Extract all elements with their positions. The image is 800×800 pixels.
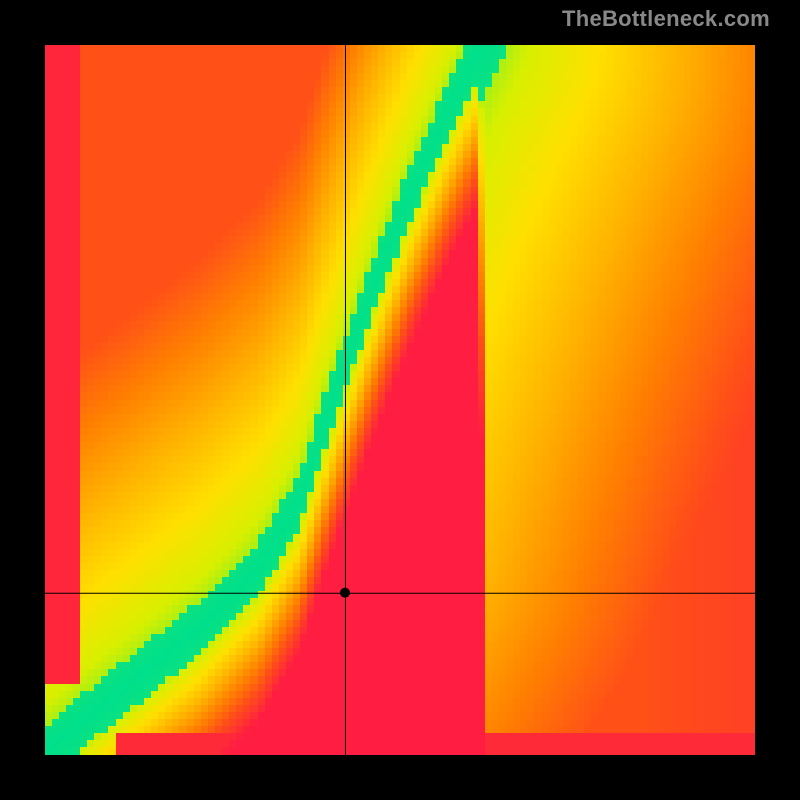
heatmap-canvas bbox=[45, 45, 755, 755]
chart-container: TheBottleneck.com bbox=[0, 0, 800, 800]
watermark-text: TheBottleneck.com bbox=[562, 6, 770, 32]
